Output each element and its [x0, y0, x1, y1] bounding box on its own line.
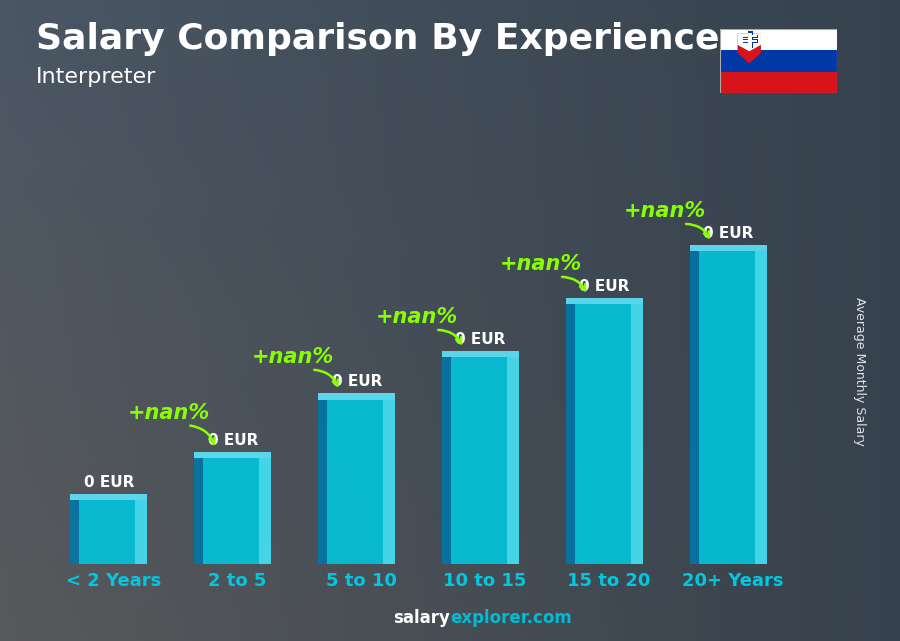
Bar	[203, 458, 271, 564]
Bar	[631, 304, 643, 564]
Text: +nan%: +nan%	[375, 307, 458, 327]
Bar	[442, 358, 451, 564]
Bar	[451, 358, 519, 564]
Bar	[742, 35, 758, 38]
Bar	[382, 400, 395, 564]
Text: 0 EUR: 0 EUR	[580, 279, 630, 294]
Bar	[566, 304, 575, 564]
Text: +nan%: +nan%	[252, 347, 334, 367]
Bar	[135, 501, 148, 564]
Text: +nan%: +nan%	[624, 201, 706, 221]
Bar	[70, 501, 79, 564]
Text: 0 EUR: 0 EUR	[331, 374, 382, 389]
Bar	[749, 33, 752, 48]
Bar	[742, 40, 758, 43]
Bar	[70, 494, 148, 501]
Bar	[442, 351, 519, 358]
Polygon shape	[737, 33, 761, 51]
Text: salary: salary	[393, 609, 450, 627]
Text: 0 EUR: 0 EUR	[84, 475, 134, 490]
Bar	[566, 298, 643, 304]
Bar	[754, 251, 767, 564]
Text: +nan%: +nan%	[128, 403, 210, 422]
Text: 0 EUR: 0 EUR	[208, 433, 258, 447]
Text: Salary Comparison By Experience: Salary Comparison By Experience	[36, 22, 719, 56]
Bar	[690, 251, 698, 564]
Text: +nan%: +nan%	[500, 254, 582, 274]
Bar	[720, 50, 837, 72]
Bar	[690, 245, 767, 251]
Bar	[720, 29, 837, 50]
Bar	[743, 40, 757, 42]
Bar	[259, 458, 271, 564]
Bar	[319, 400, 327, 564]
Bar	[319, 394, 395, 400]
Bar	[748, 31, 752, 48]
Text: Interpreter: Interpreter	[36, 67, 157, 87]
Bar	[507, 358, 519, 564]
Text: 0 EUR: 0 EUR	[703, 226, 753, 241]
Bar	[698, 251, 767, 564]
Bar	[327, 400, 395, 564]
Bar	[575, 304, 643, 564]
Text: explorer.com: explorer.com	[450, 609, 572, 627]
Bar	[720, 72, 837, 93]
Bar	[79, 501, 148, 564]
Bar	[194, 452, 271, 458]
Bar	[194, 458, 203, 564]
Text: Average Monthly Salary: Average Monthly Salary	[853, 297, 866, 446]
Polygon shape	[737, 33, 761, 63]
Text: 0 EUR: 0 EUR	[455, 332, 506, 347]
Bar	[743, 35, 757, 37]
